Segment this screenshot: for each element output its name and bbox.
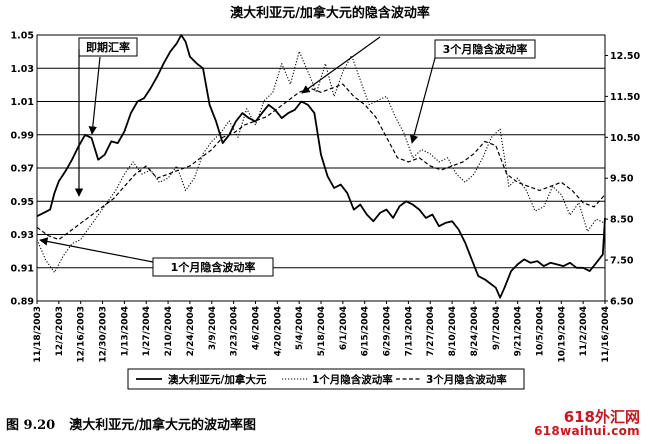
left-tick-label: 0.97 bbox=[11, 164, 34, 175]
left-tick-label: 1.03 bbox=[11, 64, 34, 75]
x-tick-label: 8/24/2004 bbox=[470, 306, 480, 356]
left-tick-label: 0.93 bbox=[11, 230, 34, 241]
one-month-arrow bbox=[39, 237, 154, 263]
x-tick-label: 3/9/2004 bbox=[208, 306, 218, 350]
x-tick-label: 9/7/2004 bbox=[492, 306, 502, 350]
annotations: 即期汇率 3个月隐含波动率 1个月隐含波动率 bbox=[39, 36, 536, 277]
right-tick-label: 6.50 bbox=[610, 297, 634, 308]
right-tick-label: 11.50 bbox=[610, 92, 640, 103]
left-axis: 0.89 0.91 0.93 0.95 0.97 0.99 1.01 1.03 1.05 bbox=[11, 31, 34, 308]
x-tick-label: 11/18/2003 bbox=[33, 306, 43, 363]
three-month-arrow-2 bbox=[301, 36, 381, 94]
x-tick-label: 4/20/2004 bbox=[273, 306, 283, 356]
gridlines bbox=[37, 34, 605, 302]
series-line-2 bbox=[36, 50, 606, 273]
three-month-annotation-box bbox=[434, 39, 536, 59]
x-tick-label: 2/24/2004 bbox=[186, 306, 196, 356]
x-tick-label: 9/21/2004 bbox=[514, 306, 524, 356]
right-tick-label: 7.50 bbox=[610, 256, 634, 267]
left-tick-label: 0.99 bbox=[11, 130, 34, 141]
legend-box bbox=[127, 368, 525, 390]
x-tick-label: 11/2/2004 bbox=[579, 306, 589, 356]
x-tick-label: 10/5/2004 bbox=[535, 306, 545, 356]
x-tick-label: 7/27/2004 bbox=[426, 306, 436, 356]
left-tick-label: 1.05 bbox=[11, 31, 34, 42]
three-month-annotation-label: 3个月隐含波动率 bbox=[443, 42, 528, 56]
spot-arrow-1 bbox=[88, 56, 101, 135]
x-tick-label: 7/13/2004 bbox=[404, 306, 414, 356]
series-group bbox=[36, 34, 606, 299]
x-tick-label: 2/10/2004 bbox=[164, 306, 174, 356]
series-line-3 bbox=[36, 83, 606, 241]
x-tick-label: 10/19/2004 bbox=[557, 306, 567, 363]
x-tick-label: 6/29/2004 bbox=[383, 306, 393, 356]
x-tick-label: 6/15/2004 bbox=[361, 306, 371, 356]
watermark-line2: 618waihui.com bbox=[534, 424, 640, 438]
x-axis: 11/18/2003 12/2/2003 12/16/2003 12/30/2003 1… bbox=[33, 301, 611, 363]
right-axis: 6.50 7.50 8.50 9.50 10.50 11.50 12.50 bbox=[605, 51, 640, 308]
x-tick-label: 12/16/2003 bbox=[77, 306, 87, 363]
figure-caption-text: 澳大利亚元/加拿大元的波动率图 bbox=[69, 418, 256, 433]
left-tick-label: 0.89 bbox=[11, 297, 34, 308]
chart-title: 澳大利亚元/加拿大元的隐含波动率 bbox=[230, 5, 430, 21]
legend-label-3: 3个月隐含波动率 bbox=[426, 373, 507, 386]
figure-number: 图 9.20 bbox=[6, 418, 56, 433]
three-month-arrow-1 bbox=[409, 57, 436, 144]
spot-annotation-box bbox=[78, 37, 138, 57]
legend: 澳大利亚元/加拿大元 1个月隐含波动率 3个月隐含波动率 bbox=[127, 368, 525, 390]
x-tick-label: 12/30/2003 bbox=[99, 306, 109, 363]
x-tick-label: 4/6/2004 bbox=[251, 306, 261, 350]
x-tick-label: 3/23/2004 bbox=[230, 306, 240, 356]
x-tick-label: 8/10/2004 bbox=[448, 306, 458, 356]
x-tick-label: 5/4/2004 bbox=[295, 306, 305, 350]
right-tick-label: 9.50 bbox=[610, 174, 634, 185]
legend-label-2: 1个月隐含波动率 bbox=[312, 373, 393, 386]
figure-caption: 图 9.20 澳大利亚元/加拿大元的波动率图 bbox=[6, 414, 256, 433]
left-tick-label: 0.95 bbox=[11, 197, 34, 208]
right-tick-label: 10.50 bbox=[610, 133, 640, 144]
left-tick-label: 1.01 bbox=[11, 97, 34, 108]
right-tick-label: 12.50 bbox=[610, 51, 640, 62]
x-tick-label: 1/13/2004 bbox=[120, 306, 130, 356]
one-month-annotation-label: 1个月隐含波动率 bbox=[171, 260, 256, 274]
x-tick-label: 12/2/2003 bbox=[55, 306, 65, 356]
one-month-annotation-box bbox=[152, 257, 274, 277]
x-tick-label: 6/1/2004 bbox=[339, 306, 349, 350]
spot-annotation-label: 即期汇率 bbox=[86, 40, 130, 54]
x-tick-label: 5/18/2004 bbox=[317, 306, 327, 356]
right-tick-label: 8.50 bbox=[610, 215, 634, 226]
x-tick-label: 1/27/2004 bbox=[142, 306, 152, 356]
series-line-1 bbox=[36, 34, 606, 299]
left-tick-label: 0.91 bbox=[11, 263, 34, 274]
x-tick-label: 11/16/2004 bbox=[601, 306, 611, 363]
watermark-line1: 618外汇网 bbox=[563, 408, 640, 426]
legend-label-1: 澳大利亚元/加拿大元 bbox=[168, 373, 267, 386]
